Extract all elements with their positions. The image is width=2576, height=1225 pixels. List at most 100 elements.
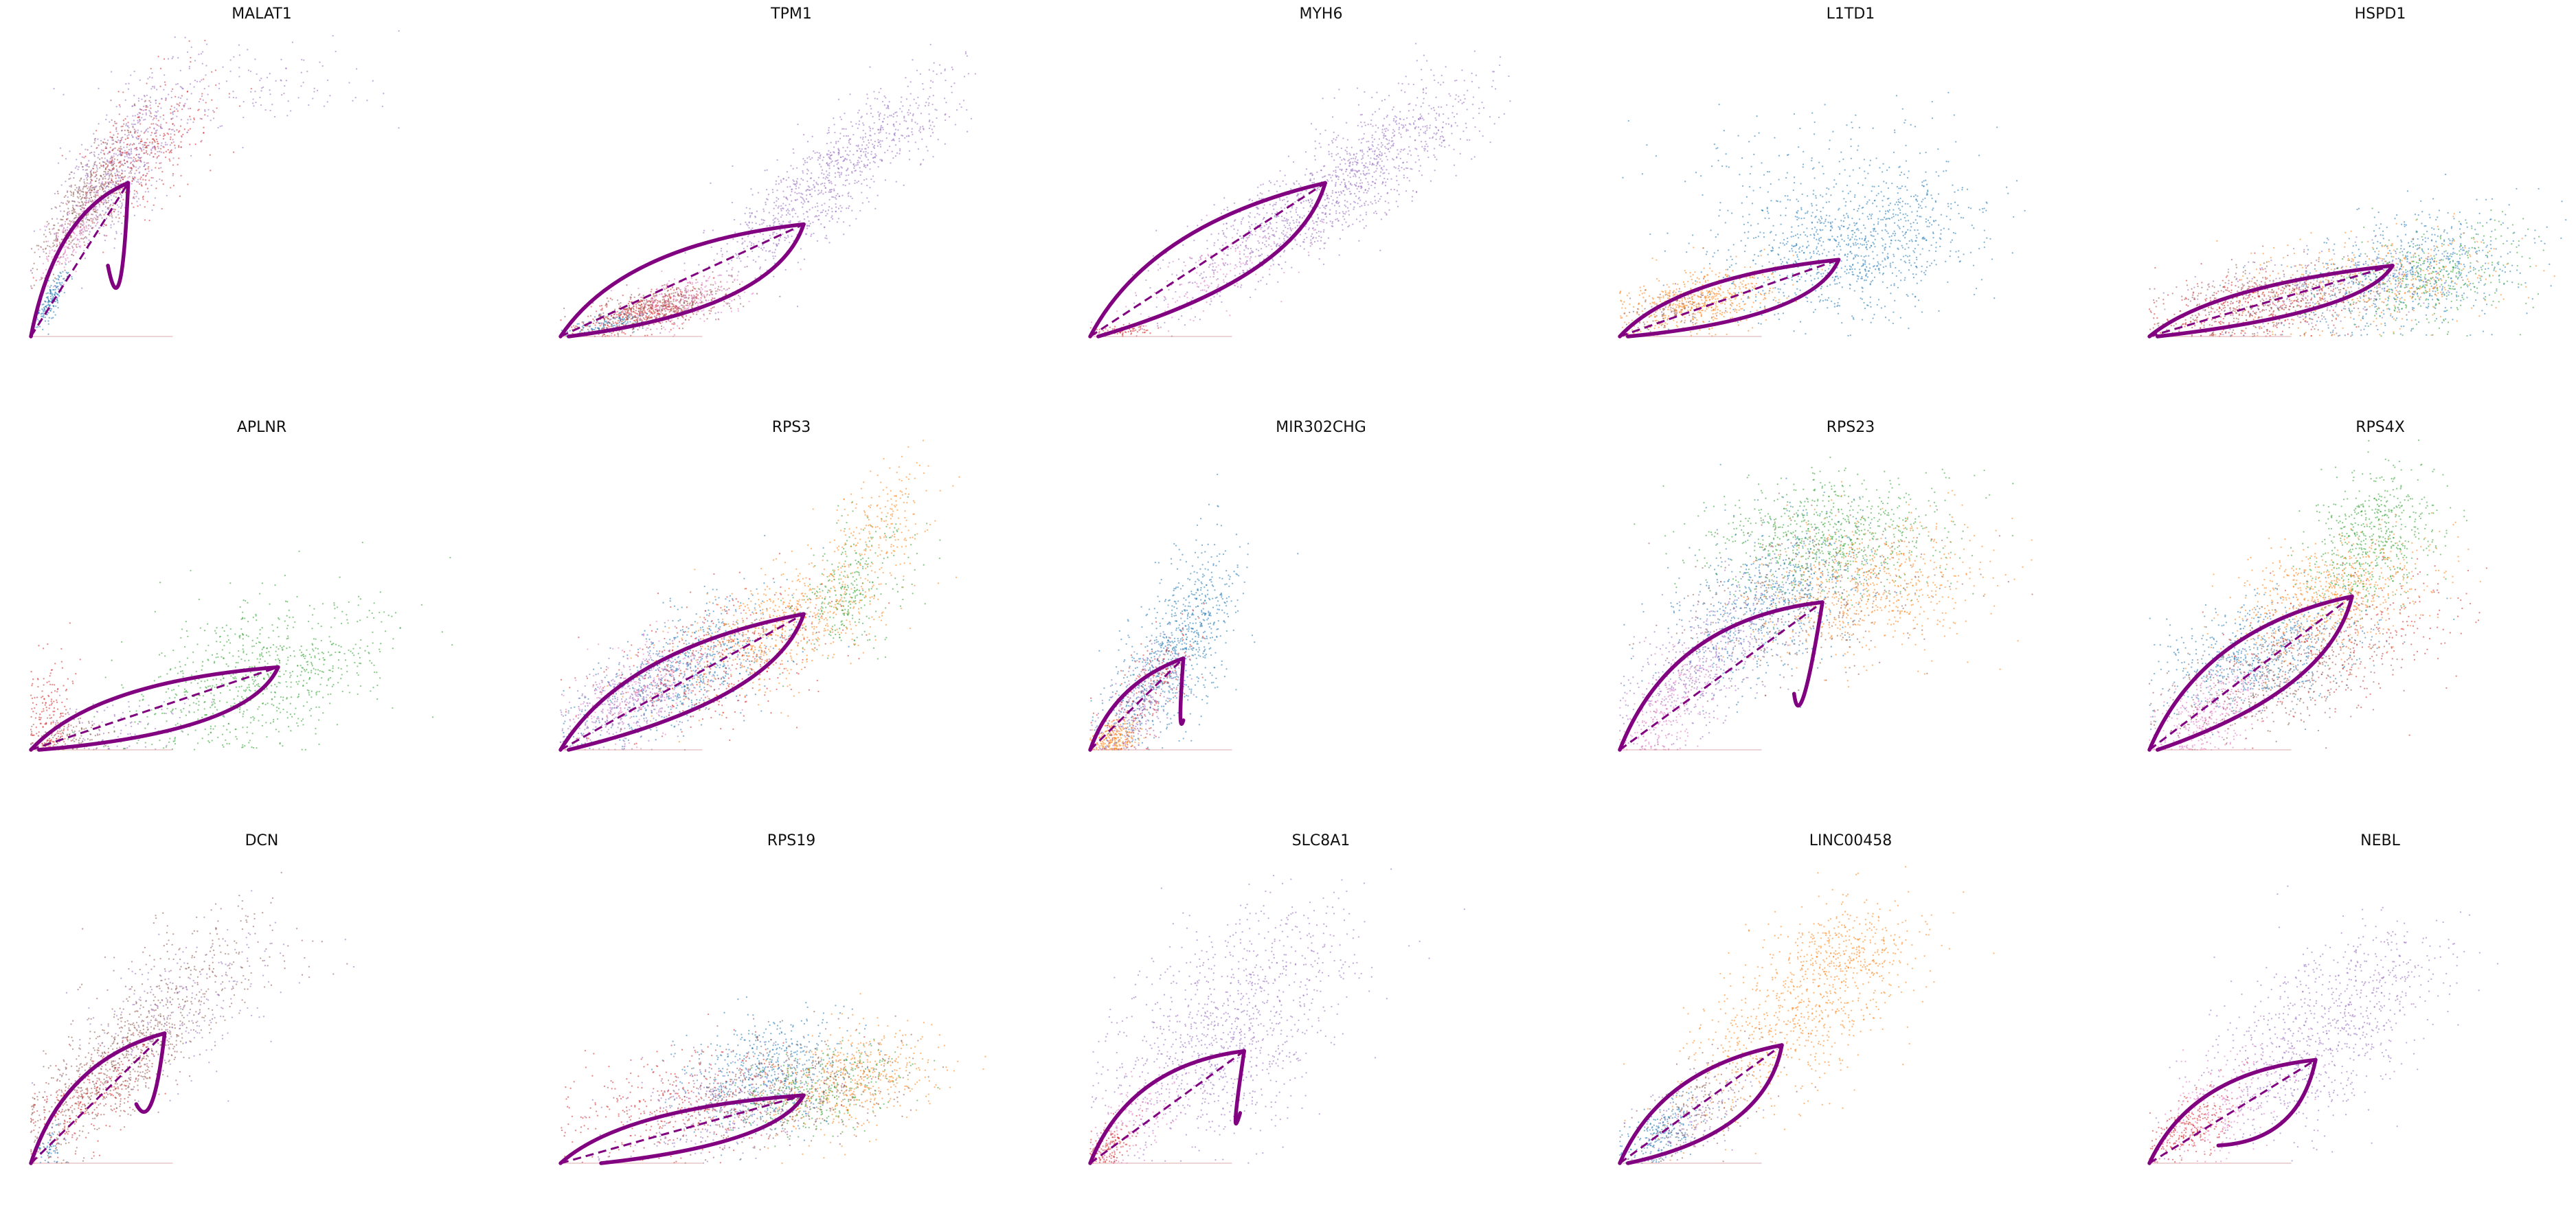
cell-point	[628, 303, 629, 304]
cell-point	[155, 187, 157, 189]
cell-point	[139, 166, 140, 168]
cell-point	[80, 196, 81, 197]
cell-point	[132, 115, 133, 117]
cell-point	[600, 309, 602, 310]
cell-point	[936, 109, 937, 111]
cell-point	[873, 181, 874, 182]
cell-point	[88, 160, 89, 161]
cell-point	[621, 330, 622, 332]
cell-point	[105, 169, 106, 170]
cell-point	[901, 101, 902, 102]
cell-point	[901, 96, 902, 98]
cell-point	[679, 308, 680, 309]
cell-point	[670, 288, 671, 290]
cell-point	[873, 91, 874, 92]
cell-point	[793, 152, 794, 154]
cell-point	[87, 193, 88, 194]
cell-point	[60, 275, 62, 277]
cell-point	[849, 225, 850, 226]
cell-point	[41, 247, 42, 248]
cell-point	[1268, 244, 1269, 245]
cell-point	[1379, 165, 1381, 166]
cell-point	[773, 222, 774, 224]
cell-point	[127, 126, 128, 127]
cell-point	[210, 170, 211, 171]
cell-point	[644, 319, 645, 320]
cell-point	[233, 56, 234, 58]
cell-point	[1363, 192, 1364, 193]
cell-point	[1153, 255, 1154, 256]
cell-point	[862, 122, 863, 124]
cell-point	[896, 115, 898, 117]
cell-point	[91, 187, 93, 189]
cell-point	[58, 263, 60, 264]
cell-point	[47, 240, 49, 242]
cell-point	[857, 162, 858, 163]
cell-point	[688, 295, 690, 296]
cell-point	[1338, 192, 1340, 193]
cell-point	[1359, 183, 1361, 184]
cell-point	[817, 240, 818, 242]
cell-point	[635, 321, 636, 323]
cell-point	[120, 174, 121, 176]
cell-point	[1337, 153, 1339, 154]
cell-point	[52, 317, 54, 319]
cell-point	[717, 288, 719, 290]
cell-point	[275, 80, 276, 82]
cell-point	[871, 151, 872, 152]
cell-point	[151, 77, 152, 78]
cell-point	[907, 127, 909, 128]
cell-point	[87, 187, 88, 189]
cell-point	[880, 128, 881, 129]
cell-point	[103, 171, 104, 172]
cell-point	[1388, 209, 1390, 211]
cell-point	[833, 124, 835, 125]
cell-point	[269, 73, 271, 74]
cell-point	[82, 228, 83, 229]
cell-point	[706, 290, 708, 292]
cell-point	[115, 165, 117, 167]
cell-point	[115, 127, 117, 128]
cell-point	[150, 113, 151, 114]
cell-point	[906, 135, 907, 137]
cell-point	[56, 236, 57, 238]
cell-point	[64, 252, 65, 253]
cell-point	[50, 285, 52, 286]
cell-point	[652, 299, 653, 301]
cell-point	[654, 306, 655, 308]
cell-point	[1280, 207, 1282, 208]
cell-point	[828, 127, 830, 128]
cell-point	[874, 145, 875, 146]
cell-point	[150, 97, 151, 98]
cell-point	[877, 111, 879, 113]
cell-point	[714, 277, 715, 279]
cell-point	[618, 320, 619, 321]
cell-point	[645, 329, 646, 330]
cell-point	[152, 141, 153, 143]
cell-point	[908, 135, 909, 137]
cell-point	[139, 159, 141, 161]
cell-point	[826, 143, 828, 144]
cell-point	[1328, 144, 1329, 146]
cell-point	[809, 225, 810, 227]
cell-point	[57, 191, 58, 192]
cell-point	[848, 174, 849, 176]
cell-point	[1287, 219, 1289, 220]
cell-point	[134, 215, 135, 216]
cell-point	[43, 241, 45, 242]
cell-point	[796, 181, 798, 183]
cell-point	[640, 305, 641, 306]
cell-point	[63, 227, 65, 229]
cell-point	[72, 251, 74, 253]
cell-point	[879, 113, 881, 114]
cell-point	[825, 211, 826, 212]
cell-point	[662, 313, 663, 314]
cell-point	[142, 113, 144, 115]
cell-point	[1251, 224, 1252, 225]
cell-point	[1178, 258, 1179, 260]
cell-point	[89, 187, 91, 188]
cell-point	[878, 166, 879, 168]
cell-point	[161, 128, 163, 129]
cell-point	[732, 165, 733, 167]
cell-point	[285, 68, 286, 69]
